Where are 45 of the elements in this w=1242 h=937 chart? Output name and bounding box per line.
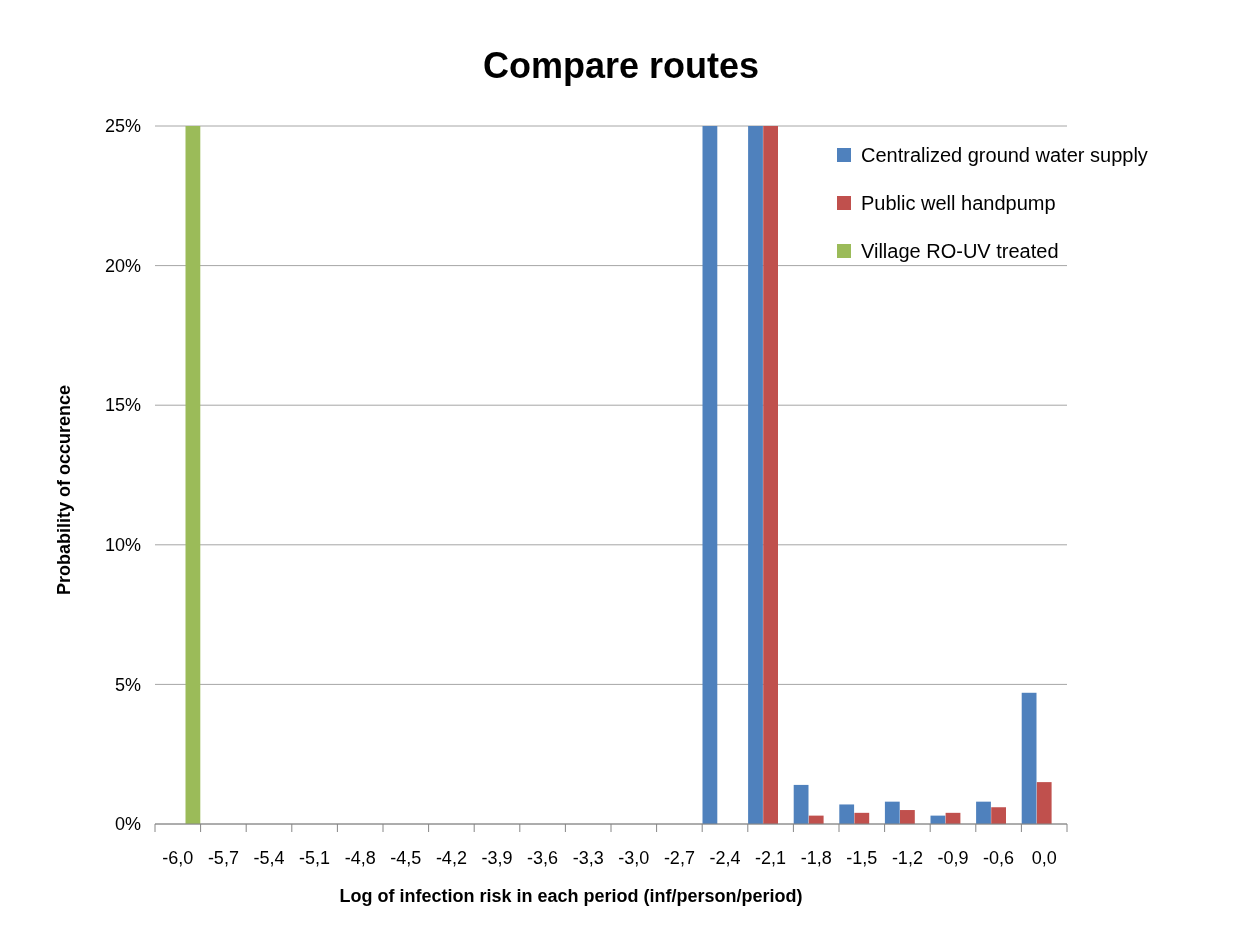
x-axis-title: Log of infection risk in each period (inf/person/period) [339, 886, 803, 906]
y-tick-label: 15% [104, 395, 141, 416]
x-tick-label: -2,4 [709, 848, 741, 868]
x-tick-label: -6,0 [162, 848, 194, 868]
x-tick-label: -3,0 [618, 848, 650, 868]
bar [185, 126, 201, 824]
x-tick-label: -3,3 [572, 848, 604, 868]
x-tick-label: -5,1 [299, 848, 331, 868]
x-tick-label: -5,7 [207, 848, 239, 868]
legend-label: Centralized ground water supply [861, 144, 1148, 166]
bar [884, 801, 900, 824]
bar [991, 807, 1006, 824]
legend-label: Public well handpump [861, 192, 1056, 214]
x-tick-label: -4,2 [435, 848, 467, 868]
bar [763, 126, 778, 824]
bar [976, 801, 991, 824]
y-tick-label: 10% [104, 535, 141, 556]
x-tick-label: -4,5 [390, 848, 422, 868]
x-tick-label: -2,1 [755, 848, 787, 868]
bar [854, 812, 870, 824]
bar [1036, 782, 1052, 824]
x-tick-label: -3,6 [527, 848, 559, 868]
chart-title: Compare routes [482, 45, 760, 86]
bar [793, 784, 809, 824]
y-tick-label: 20% [104, 255, 141, 276]
bar [702, 126, 718, 824]
legend-label: Village RO-UV treated [861, 240, 1059, 262]
bar [748, 126, 763, 824]
x-tick-label: -1,5 [846, 848, 878, 868]
y-tick-label: 5% [114, 674, 141, 695]
x-tick-label: -1,2 [891, 848, 923, 868]
y-tick-label: 25% [104, 116, 141, 137]
bar [839, 804, 855, 824]
x-tick-label: -2,7 [663, 848, 695, 868]
x-tick-label: -3,9 [481, 848, 513, 868]
y-tick-label: 0% [114, 814, 141, 835]
bar [1021, 692, 1037, 824]
x-tick-label: -4,8 [344, 848, 376, 868]
x-tick-label: -5,4 [253, 848, 285, 868]
bar [900, 810, 915, 824]
x-tick-label: -0,9 [937, 848, 969, 868]
x-tick-label: 0,0 [1031, 848, 1057, 868]
x-tick-label: -0,6 [983, 848, 1015, 868]
y-axis-title: Probability of occurence [54, 384, 74, 596]
x-tick-label: -1,8 [800, 848, 832, 868]
